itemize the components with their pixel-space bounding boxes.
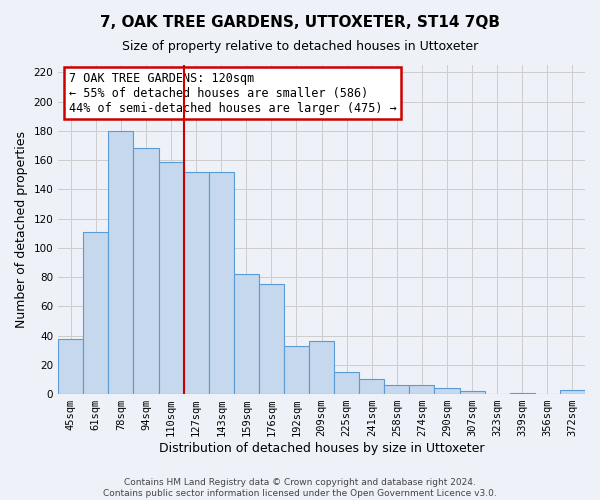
Bar (510, 392, 535, 394)
Bar (209, 172, 234, 394)
Bar (434, 388, 460, 394)
Bar (409, 386, 434, 394)
Bar (309, 342, 334, 394)
Bar (184, 172, 209, 394)
Text: Contains HM Land Registry data © Crown copyright and database right 2024.
Contai: Contains HM Land Registry data © Crown c… (103, 478, 497, 498)
Bar (284, 346, 309, 394)
Text: 7 OAK TREE GARDENS: 120sqm
← 55% of detached houses are smaller (586)
44% of sem: 7 OAK TREE GARDENS: 120sqm ← 55% of deta… (69, 72, 397, 114)
Text: Size of property relative to detached houses in Uttoxeter: Size of property relative to detached ho… (122, 40, 478, 53)
Bar (158, 162, 184, 394)
Bar (109, 131, 133, 394)
Bar (234, 274, 259, 394)
Bar (58, 338, 83, 394)
Text: 7, OAK TREE GARDENS, UTTOXETER, ST14 7QB: 7, OAK TREE GARDENS, UTTOXETER, ST14 7QB (100, 15, 500, 30)
Y-axis label: Number of detached properties: Number of detached properties (15, 131, 28, 328)
Bar (259, 284, 284, 394)
Bar (460, 391, 485, 394)
X-axis label: Distribution of detached houses by size in Uttoxeter: Distribution of detached houses by size … (159, 442, 484, 455)
Bar (359, 380, 385, 394)
Bar (334, 372, 359, 394)
Bar (560, 390, 585, 394)
Bar (133, 148, 158, 394)
Bar (385, 386, 409, 394)
Bar (83, 232, 109, 394)
